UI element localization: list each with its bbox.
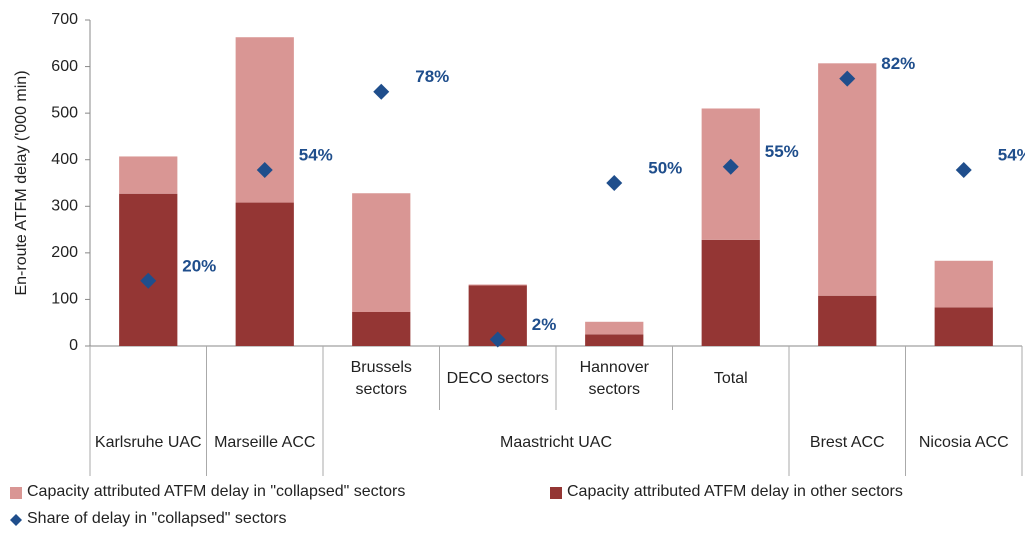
y-tick-label: 0: [69, 337, 78, 354]
data-label: 82%: [881, 54, 915, 73]
x-tick-label: DECO sectors: [446, 370, 549, 387]
share-marker: [373, 83, 390, 100]
group-label: Marseille ACC: [214, 434, 316, 451]
y-tick-label: 700: [51, 11, 78, 28]
y-tick-label: 600: [51, 58, 78, 75]
group-label: Brest ACC: [809, 434, 885, 451]
share-marker: [606, 175, 623, 191]
legend-label: Capacity attributed ATFM delay in other …: [567, 483, 903, 500]
legend-marker: [10, 514, 22, 526]
y-tick-label: 500: [51, 104, 78, 121]
data-label: 55%: [765, 142, 799, 161]
bar-segment: [352, 193, 411, 313]
bar-segment: [818, 63, 877, 296]
x-tick-label: Hannover sectors: [579, 359, 649, 398]
bar-segment: [585, 321, 644, 335]
group-label: Karlsruhe UAC: [94, 434, 202, 451]
data-label: 54%: [998, 145, 1025, 164]
share-marker: [489, 331, 506, 348]
share-marker: [955, 161, 972, 178]
data-label: 54%: [299, 145, 333, 164]
y-tick-label: 400: [51, 151, 78, 168]
group-label: Maastricht UAC: [499, 434, 613, 451]
y-tick-label: 200: [51, 244, 78, 261]
share-marker: [256, 161, 273, 178]
bar-segment: [119, 156, 178, 194]
group-label: Nicosia ACC: [918, 434, 1009, 451]
y-tick-label: 100: [51, 291, 78, 308]
bar-segment: [818, 295, 877, 346]
share-marker: [722, 158, 739, 175]
data-label: 2%: [532, 315, 557, 334]
y-tick-label: 300: [51, 198, 78, 215]
bar-segment: [934, 260, 993, 308]
share-marker: [140, 272, 157, 289]
legend-label: Share of delay in "collapsed" sectors: [27, 510, 287, 527]
data-label: 50%: [648, 158, 682, 177]
legend-swatch: [10, 487, 22, 499]
data-label: 78%: [415, 67, 449, 86]
bar-segment: [119, 193, 178, 346]
x-tick-label: Total: [713, 370, 748, 387]
data-label: 20%: [182, 256, 216, 275]
bar-segment: [468, 284, 527, 286]
share-marker: [839, 70, 856, 87]
legend-swatch: [550, 487, 562, 499]
bar-segment: [701, 239, 760, 346]
bar-segment: [585, 334, 644, 346]
y-axis-title: En-route ATFM delay ('000 min): [13, 70, 30, 295]
bar-segment: [934, 307, 993, 346]
bar-segment: [352, 312, 411, 346]
x-tick-label: Brussels sectors: [350, 359, 412, 398]
legend-label: Capacity attributed ATFM delay in "colla…: [27, 483, 406, 500]
bar-segment: [235, 202, 294, 346]
